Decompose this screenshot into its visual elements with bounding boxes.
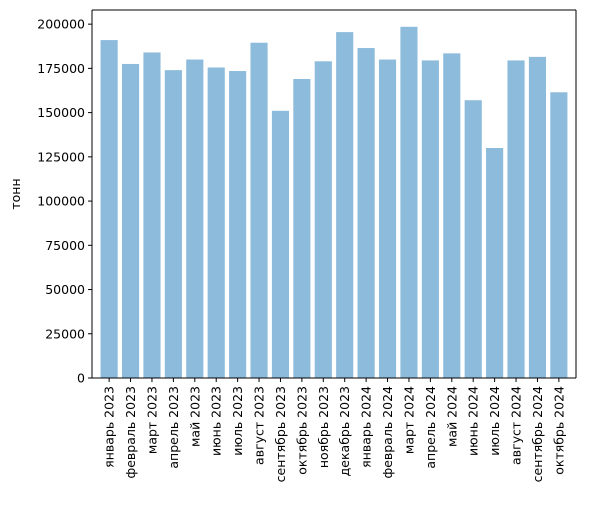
y-axis-label: тонн	[8, 178, 23, 209]
x-tick-label: август 2023	[252, 386, 267, 465]
axes-group	[91, 9, 577, 379]
x-tick-label: сентябрь 2023	[273, 386, 288, 482]
y-ticks-group: 0 25000 50000 75000 100000 125000 150000 175000…	[37, 17, 92, 386]
x-ticks-group: январь 2023 февраль 2023 март 2023 апрель 2…	[102, 378, 566, 482]
x-tick-label: апрель 2024	[423, 386, 438, 469]
bar	[186, 59, 204, 378]
x-tick-label: декабрь 2023	[337, 386, 352, 476]
bar	[314, 61, 332, 379]
bar	[293, 79, 311, 378]
bar	[357, 48, 375, 378]
y-tick-label: 100000	[37, 194, 85, 209]
bar	[400, 26, 418, 379]
x-tick-label: август 2024	[509, 386, 524, 465]
x-tick-label: январь 2024	[359, 386, 374, 468]
x-tick-label: январь 2023	[102, 386, 117, 468]
y-tick-label: 50000	[45, 282, 85, 297]
bar	[550, 92, 568, 379]
y-tick-label: 200000	[37, 17, 85, 32]
y-tick-label: 125000	[37, 149, 85, 164]
bar	[164, 70, 182, 379]
y-tick-label: 150000	[37, 105, 85, 120]
x-tick-label: февраль 2024	[380, 386, 395, 479]
bar	[100, 40, 118, 378]
x-tick-label: февраль 2023	[123, 386, 138, 478]
bars-group	[100, 26, 568, 379]
bar	[421, 60, 439, 379]
x-tick-label: октябрь 2024	[551, 386, 566, 475]
x-tick-label: март 2024	[401, 386, 416, 454]
x-tick-label: март 2023	[144, 386, 159, 454]
y-tick-label: 75000	[45, 238, 85, 253]
y-tick-label: 25000	[45, 326, 85, 341]
x-tick-label: апрель 2023	[166, 386, 181, 469]
bar	[528, 56, 547, 378]
x-tick-label: май 2024	[444, 386, 459, 447]
bar	[250, 42, 268, 378]
x-tick-label: ноябрь 2023	[316, 386, 331, 468]
y-tick-label: 0	[77, 371, 85, 386]
x-tick-label: октябрь 2023	[294, 386, 309, 475]
bar	[443, 53, 461, 378]
x-tick-label: июнь 2023	[209, 386, 224, 456]
x-tick-label: июль 2024	[487, 386, 502, 456]
x-tick-label: май 2023	[187, 386, 202, 447]
bar	[378, 59, 397, 378]
bar	[486, 148, 504, 378]
bar	[271, 110, 290, 378]
bar	[229, 71, 247, 378]
x-tick-label: июль 2023	[230, 386, 245, 456]
bar	[336, 32, 354, 379]
bar	[143, 52, 161, 379]
bar	[121, 63, 140, 379]
x-tick-label: сентябрь 2024	[530, 386, 545, 482]
bar	[464, 100, 482, 378]
x-tick-label: июнь 2024	[466, 386, 481, 456]
bar	[207, 67, 225, 378]
bar	[507, 60, 525, 379]
y-tick-label: 175000	[37, 61, 85, 76]
